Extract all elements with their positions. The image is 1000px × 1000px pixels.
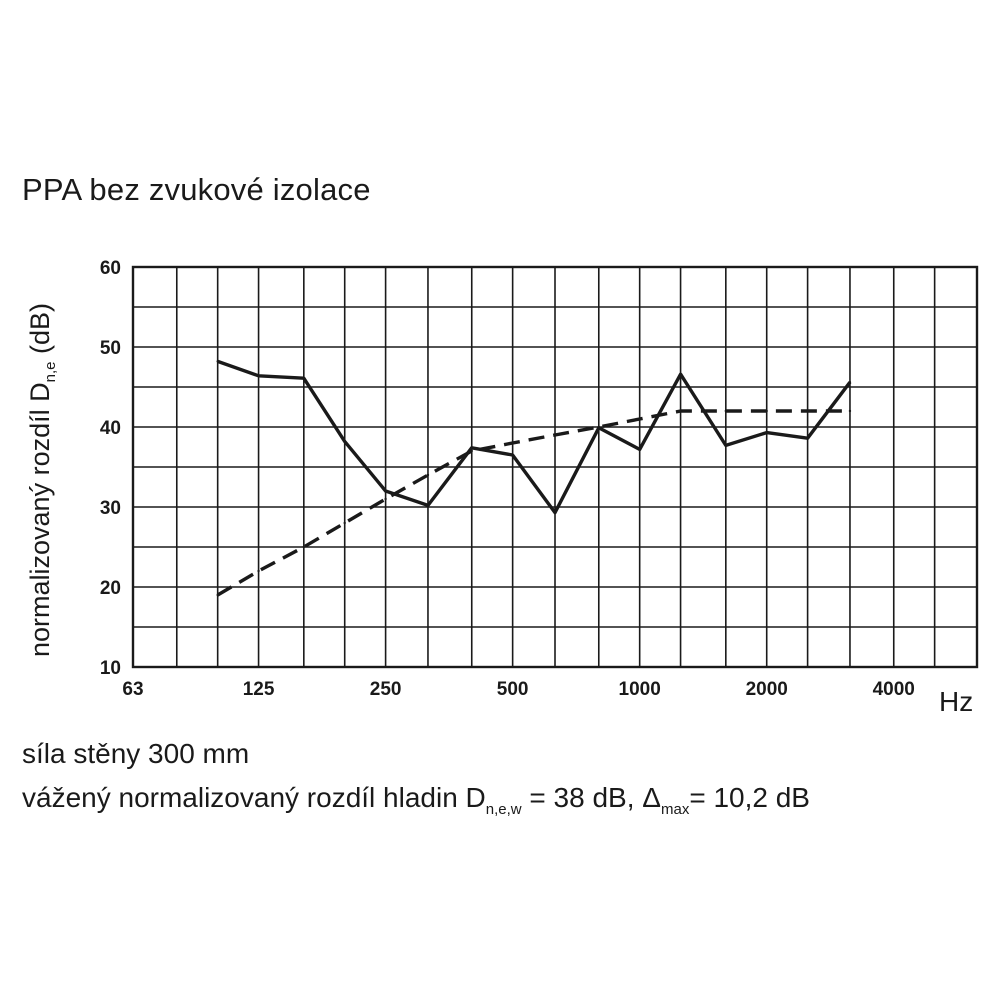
x-tick-label: 1000 bbox=[619, 679, 661, 700]
grid bbox=[132, 266, 978, 668]
caption-subscript-max: max bbox=[660, 801, 690, 818]
measured-curve-point bbox=[216, 360, 219, 363]
y-tick-label: 60 bbox=[100, 258, 121, 279]
reference-curve-point bbox=[848, 409, 852, 413]
measured-curve-point bbox=[343, 440, 346, 443]
reference-curve-point bbox=[511, 441, 514, 445]
reference-curve-point bbox=[638, 417, 641, 421]
caption-text-mid: = 38 dB, Δ bbox=[521, 782, 661, 813]
x-tick-label: 500 bbox=[497, 679, 529, 700]
y-tick-label: 50 bbox=[100, 338, 121, 359]
reference-curve-point bbox=[724, 409, 728, 413]
reference-curve-point bbox=[343, 521, 346, 525]
reference-curve-point bbox=[426, 473, 430, 477]
x-tick-label: 125 bbox=[243, 679, 275, 700]
plot-frame bbox=[131, 265, 979, 669]
reference-curve-point bbox=[216, 593, 219, 597]
caption-text-post: = 10,2 dB bbox=[689, 782, 810, 813]
measured-curve-point bbox=[511, 453, 514, 457]
reference-curve-dashed bbox=[216, 409, 850, 597]
measured-curve-point bbox=[848, 381, 852, 384]
weighted-level-caption: vážený normalizovaný rozdíl hladin Dn,e,… bbox=[22, 782, 810, 818]
reference-curve-point bbox=[806, 409, 809, 413]
reference-curve-point bbox=[553, 433, 557, 437]
reference-curve-point bbox=[257, 569, 260, 573]
y-tick-label: 40 bbox=[100, 418, 121, 439]
reference-curve-point bbox=[679, 409, 682, 413]
measured-curve-solid bbox=[217, 359, 852, 515]
measured-curve-point bbox=[257, 374, 260, 377]
y-tick-label: 20 bbox=[100, 578, 121, 599]
reference-curve-point bbox=[597, 425, 600, 429]
measured-curve-point bbox=[679, 373, 682, 376]
y-tick-label: 10 bbox=[100, 658, 121, 679]
measured-curve-point bbox=[470, 446, 473, 449]
measured-curve-point bbox=[384, 489, 387, 493]
x-tick-label: 250 bbox=[370, 679, 402, 700]
x-tick-label: 63 bbox=[122, 679, 143, 700]
reference-curve-point bbox=[765, 409, 768, 413]
reference-curve-point bbox=[470, 449, 473, 453]
measured-curve-point bbox=[553, 511, 557, 514]
reference-curve-point bbox=[384, 497, 387, 501]
reference-curve-point bbox=[302, 545, 306, 549]
x-axis-unit-label: Hz bbox=[939, 686, 973, 717]
measured-curve-point bbox=[724, 444, 728, 447]
wall-thickness-caption: síla stěny 300 mm bbox=[22, 738, 250, 769]
x-tick-label: 2000 bbox=[746, 679, 788, 700]
y-tick-label: 30 bbox=[100, 498, 121, 519]
x-tick-label: 4000 bbox=[873, 679, 915, 700]
caption-text-pre: vážený normalizovaný rozdíl hladin D bbox=[22, 782, 486, 813]
measured-curve-point bbox=[426, 504, 430, 507]
measured-curve-point bbox=[806, 437, 809, 440]
measured-curve-point bbox=[765, 431, 768, 434]
measured-curve-point bbox=[638, 448, 641, 451]
caption-subscript-new: n,e,w bbox=[485, 801, 522, 818]
chart-title: PPA bez zvukové izolace bbox=[22, 172, 371, 207]
measured-curve-point bbox=[302, 377, 306, 380]
